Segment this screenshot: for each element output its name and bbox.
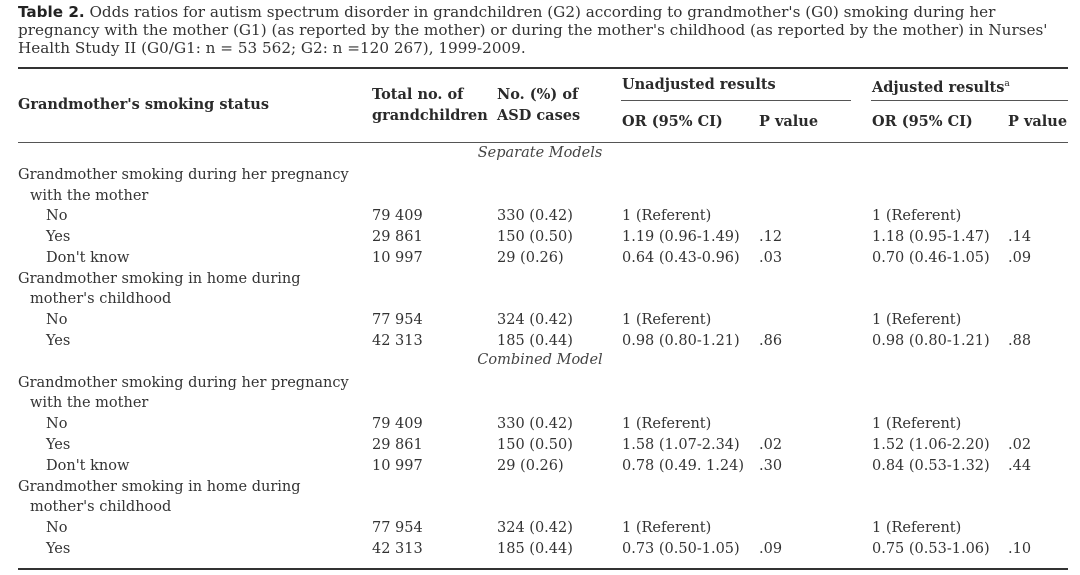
group-label-pregnancy: Grandmother smoking during her pregnancy [18,375,349,391]
adjusted-p: .88 [1008,332,1032,349]
total-grandchildren: 10 997 [372,457,423,474]
header-adjusted: Adjusted resultsa [872,74,1010,98]
total-grandchildren: 29 861 [372,436,423,453]
adjusted-or: 1.18 (0.95-1.47) [872,228,990,245]
total-grandchildren: 10 997 [372,249,423,266]
total-grandchildren: 77 954 [372,520,423,536]
adjusted-p: .09 [1008,249,1032,266]
row-label: Don't know [46,249,130,266]
header-or-adjusted: OR (95% CI) [872,113,973,130]
asd-cases: 185 (0.44) [497,540,573,557]
group-label-pregnancy-cont: with the mother [30,395,149,411]
header-rule [18,142,1068,143]
unadjusted-or: 1 (Referent) [622,520,712,536]
header-status: Grandmother's smoking status [18,96,269,113]
group-label-pregnancy: Grandmother smoking during her pregnancy [18,167,349,183]
row-label: No [46,416,68,432]
unadjusted-p: .30 [759,457,783,474]
caption-line-2: pregnancy with the mother (G1) (as repor… [18,21,1048,39]
asd-cases: 150 (0.50) [497,228,573,245]
asd-cases: 29 (0.26) [497,457,564,474]
unadjusted-or: 1 (Referent) [622,416,712,432]
total-grandchildren: 77 954 [372,312,423,328]
group-label-home-cont: mother's childhood [30,499,172,515]
header-p-unadjusted: P value [759,113,819,130]
total-grandchildren: 79 409 [372,416,423,432]
asd-cases: 150 (0.50) [497,436,573,453]
asd-cases: 29 (0.26) [497,249,564,266]
unadjusted-p: .09 [759,540,783,557]
bottom-rule [18,568,1068,570]
adjusted-p: .10 [1008,540,1032,557]
unadjusted-subrule [621,100,851,101]
asd-cases: 330 (0.42) [497,416,573,432]
header-asd-1: No. (%) of [497,86,579,103]
row-label: Yes [46,228,71,245]
group-label-pregnancy-cont: with the mother [30,188,149,204]
asd-cases: 330 (0.42) [497,208,573,224]
unadjusted-p: .03 [759,249,783,266]
caption-line-3: Health Study II (G0/G1: n = 53 562; G2: … [18,39,526,57]
table-caption: Table 2. Odds ratios for autism spectrum… [18,3,1068,57]
group-label-home: Grandmother smoking in home during [18,271,301,287]
adjusted-or: 0.75 (0.53-1.06) [872,540,990,557]
unadjusted-p: .12 [759,228,783,245]
group-label-home-cont: mother's childhood [30,291,172,307]
unadjusted-or: 1.58 (1.07-2.34) [622,436,740,453]
group-label-home: Grandmother smoking in home during [18,479,301,495]
row-label: Yes [46,332,71,349]
caption-line-1: Table 2. Odds ratios for autism spectrum… [18,3,1068,21]
total-grandchildren: 29 861 [372,228,423,245]
adjusted-or: 1.52 (1.06-2.20) [872,436,990,453]
total-grandchildren: 79 409 [372,208,423,224]
section-combined-model: Combined Model [477,352,603,368]
unadjusted-or: 0.73 (0.50-1.05) [622,540,740,557]
adjusted-p: .44 [1008,457,1032,474]
header-unadjusted: Unadjusted results [622,76,776,93]
unadjusted-p: .86 [759,332,783,349]
row-label: No [46,312,68,328]
adjusted-or: 1 (Referent) [872,312,962,328]
header-total-1: Total no. of [372,86,464,103]
adjusted-or: 0.84 (0.53-1.32) [872,457,990,474]
adjusted-or: 1 (Referent) [872,416,962,432]
unadjusted-or: 0.78 (0.49. 1.24) [622,457,744,474]
total-grandchildren: 42 313 [372,332,423,349]
adjusted-or: 0.98 (0.80-1.21) [872,332,990,349]
header-or-unadjusted: OR (95% CI) [622,113,723,130]
unadjusted-or: 1 (Referent) [622,312,712,328]
unadjusted-or: 0.64 (0.43-0.96) [622,249,740,266]
adjusted-subrule [871,100,1068,101]
row-label: Don't know [46,457,130,474]
row-label: No [46,208,68,224]
adjusted-or: 0.70 (0.46-1.05) [872,249,990,266]
asd-cases: 324 (0.42) [497,312,573,328]
adjusted-p: .14 [1008,228,1032,245]
asd-cases: 324 (0.42) [497,520,573,536]
header-adjusted-label: Adjusted results [872,78,1005,96]
header-p-adjusted: P value [1008,113,1068,130]
row-label: Yes [46,436,71,453]
header-adjusted-footnote: a [1004,79,1010,89]
total-grandchildren: 42 313 [372,540,423,557]
row-label: No [46,520,68,536]
asd-cases: 185 (0.44) [497,332,573,349]
caption-label: Table 2. [18,3,85,21]
caption-text-1: Odds ratios for autism spectrum disorder… [89,3,996,21]
row-label: Yes [46,540,71,557]
adjusted-p: .02 [1008,436,1032,453]
unadjusted-or: 1.19 (0.96-1.49) [622,228,740,245]
adjusted-or: 1 (Referent) [872,520,962,536]
unadjusted-or: 0.98 (0.80-1.21) [622,332,740,349]
section-separate-models: Separate Models [477,145,603,161]
header-total-2: grandchildren [372,107,488,124]
unadjusted-or: 1 (Referent) [622,208,712,224]
header-asd-2: ASD cases [497,107,581,124]
adjusted-or: 1 (Referent) [872,208,962,224]
unadjusted-p: .02 [759,436,783,453]
top-rule [18,67,1068,69]
